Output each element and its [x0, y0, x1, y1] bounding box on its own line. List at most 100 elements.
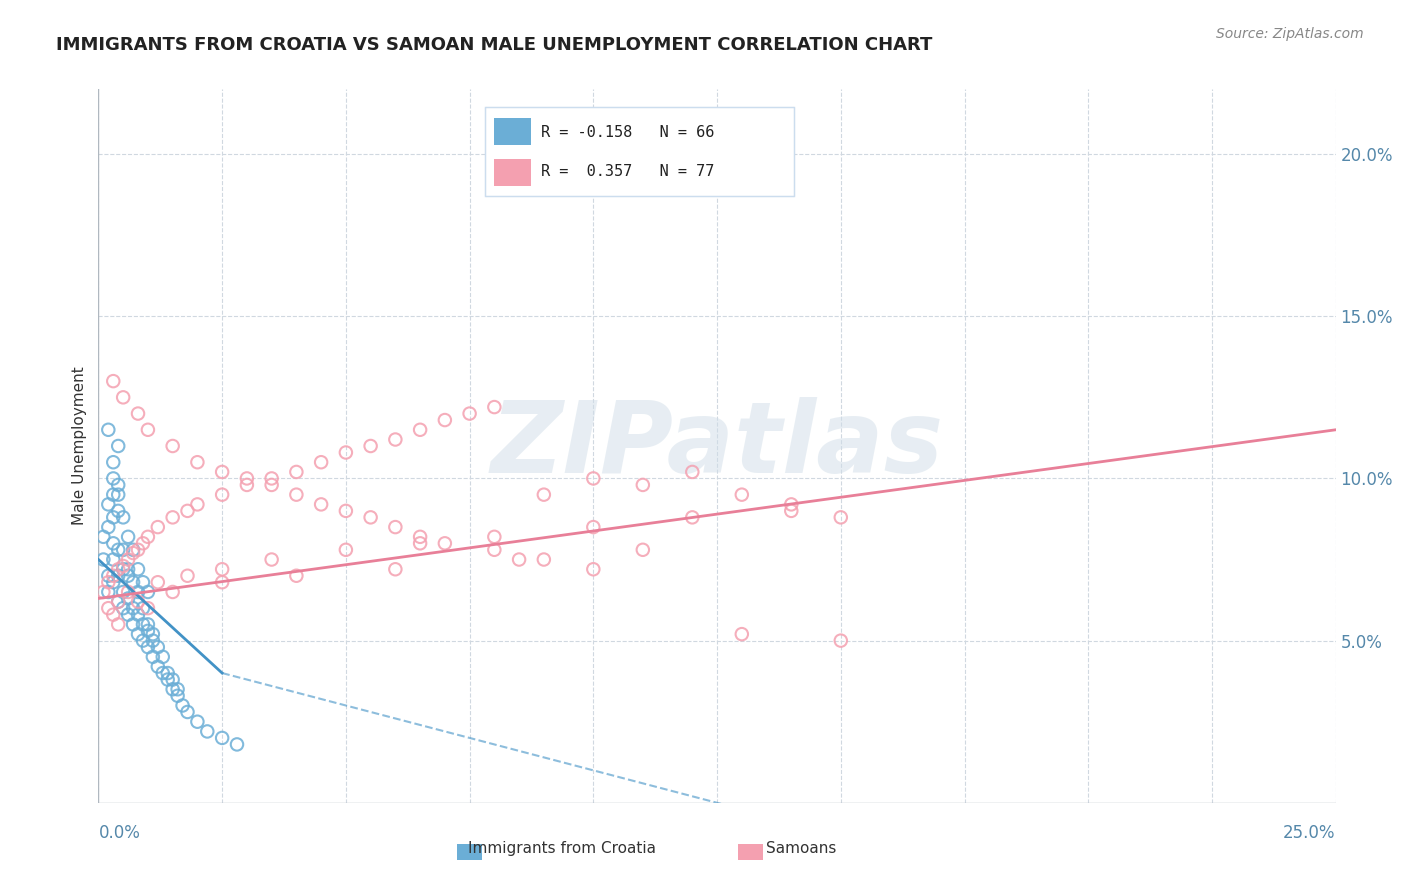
- Point: [533, 552, 555, 566]
- Point: [162, 673, 184, 687]
- Bar: [495, 118, 531, 145]
- Text: 25.0%: 25.0%: [1284, 824, 1336, 842]
- Point: [107, 562, 129, 576]
- Point: [136, 640, 159, 654]
- Point: [107, 568, 129, 582]
- Point: [117, 591, 139, 606]
- Point: [166, 689, 188, 703]
- Point: [780, 504, 803, 518]
- Point: [186, 497, 208, 511]
- Point: [107, 595, 129, 609]
- Point: [127, 627, 149, 641]
- Point: [103, 536, 125, 550]
- Point: [260, 552, 283, 566]
- Point: [166, 682, 188, 697]
- Point: [127, 607, 149, 622]
- Point: [162, 439, 184, 453]
- Point: [103, 568, 125, 582]
- Point: [260, 471, 283, 485]
- Point: [780, 497, 803, 511]
- Point: [176, 568, 198, 582]
- Point: [97, 575, 120, 590]
- Point: [112, 585, 135, 599]
- Point: [93, 585, 115, 599]
- Point: [97, 497, 120, 511]
- Point: [335, 542, 357, 557]
- Point: [103, 607, 125, 622]
- Text: Samoans: Samoans: [766, 841, 837, 856]
- Point: [285, 568, 308, 582]
- Point: [97, 601, 120, 615]
- Point: [122, 575, 145, 590]
- Point: [97, 585, 120, 599]
- Point: [142, 633, 165, 648]
- Point: [142, 627, 165, 641]
- Point: [107, 478, 129, 492]
- Point: [458, 407, 481, 421]
- Point: [384, 433, 406, 447]
- Point: [132, 617, 155, 632]
- Y-axis label: Male Unemployment: Male Unemployment: [72, 367, 87, 525]
- Point: [484, 530, 506, 544]
- Point: [97, 520, 120, 534]
- Point: [117, 568, 139, 582]
- Point: [484, 542, 506, 557]
- Text: ZIPatlas: ZIPatlas: [491, 398, 943, 494]
- Point: [508, 552, 530, 566]
- Point: [103, 471, 125, 485]
- Point: [162, 585, 184, 599]
- Point: [260, 478, 283, 492]
- Point: [136, 530, 159, 544]
- Point: [107, 617, 129, 632]
- Point: [136, 624, 159, 638]
- Text: Source: ZipAtlas.com: Source: ZipAtlas.com: [1216, 27, 1364, 41]
- Point: [236, 471, 259, 485]
- Point: [127, 595, 149, 609]
- Point: [433, 536, 456, 550]
- Point: [309, 497, 332, 511]
- Point: [132, 575, 155, 590]
- Point: [103, 455, 125, 469]
- Point: [112, 562, 135, 576]
- Point: [146, 575, 169, 590]
- Bar: [495, 159, 531, 186]
- Point: [117, 585, 139, 599]
- Point: [122, 542, 145, 557]
- Point: [112, 559, 135, 574]
- Text: 0.0%: 0.0%: [98, 824, 141, 842]
- Point: [103, 488, 125, 502]
- Point: [127, 562, 149, 576]
- Point: [186, 714, 208, 729]
- Point: [152, 649, 174, 664]
- Point: [176, 504, 198, 518]
- Text: R =  0.357   N = 77: R = 0.357 N = 77: [541, 164, 714, 178]
- Point: [409, 536, 432, 550]
- Point: [830, 510, 852, 524]
- Text: Immigrants from Croatia: Immigrants from Croatia: [468, 841, 657, 856]
- Point: [152, 666, 174, 681]
- Point: [122, 546, 145, 560]
- Point: [117, 530, 139, 544]
- Point: [127, 585, 149, 599]
- Point: [103, 510, 125, 524]
- Point: [117, 552, 139, 566]
- Point: [285, 465, 308, 479]
- Point: [681, 510, 703, 524]
- Point: [117, 562, 139, 576]
- Point: [582, 471, 605, 485]
- Point: [136, 617, 159, 632]
- Point: [830, 633, 852, 648]
- Point: [107, 542, 129, 557]
- Point: [156, 666, 179, 681]
- Point: [132, 633, 155, 648]
- Point: [360, 439, 382, 453]
- Point: [107, 488, 129, 502]
- Point: [384, 520, 406, 534]
- Point: [136, 585, 159, 599]
- Point: [186, 455, 208, 469]
- Point: [162, 510, 184, 524]
- Point: [384, 562, 406, 576]
- Point: [132, 601, 155, 615]
- Point: [117, 607, 139, 622]
- Point: [335, 504, 357, 518]
